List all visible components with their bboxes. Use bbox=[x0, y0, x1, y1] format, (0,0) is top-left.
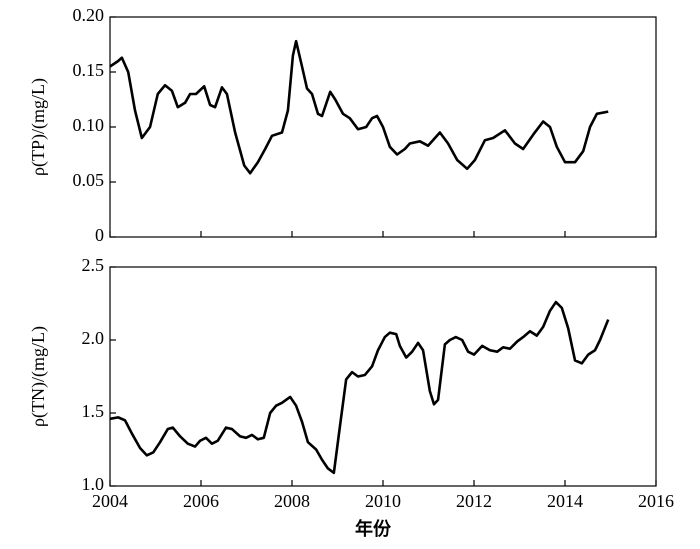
y-axis-label: ρ(TP)/(mg/L) bbox=[28, 78, 49, 176]
x-tick-label: 2008 bbox=[274, 491, 310, 511]
y-tick-label: 1.5 bbox=[82, 401, 105, 421]
y-tick-label: 0.10 bbox=[73, 115, 105, 135]
y-tick-label: 1.0 bbox=[82, 474, 105, 494]
x-tick-label: 2012 bbox=[456, 491, 492, 511]
data-line bbox=[109, 39, 609, 175]
y-axis-label: ρ(TN)/(mg/L) bbox=[28, 326, 49, 427]
y-tick-label: 2.5 bbox=[82, 255, 105, 275]
y-tick-label: 2.0 bbox=[82, 328, 105, 348]
x-axis-label: 年份 bbox=[355, 518, 392, 540]
y-tick-label: 0.20 bbox=[73, 5, 105, 25]
x-tick-label: 2010 bbox=[365, 491, 401, 511]
plot-frame bbox=[109, 266, 657, 487]
y-tick-label: 0.05 bbox=[73, 170, 105, 190]
x-tick-label: 2006 bbox=[183, 491, 219, 511]
x-tick-label: 2016 bbox=[638, 491, 674, 511]
x-tick-label: 2004 bbox=[92, 491, 128, 511]
y-tick-label: 0.15 bbox=[73, 60, 105, 80]
x-tick-label: 2014 bbox=[547, 491, 583, 511]
data-line bbox=[109, 300, 610, 475]
y-tick-label: 0 bbox=[95, 225, 104, 245]
